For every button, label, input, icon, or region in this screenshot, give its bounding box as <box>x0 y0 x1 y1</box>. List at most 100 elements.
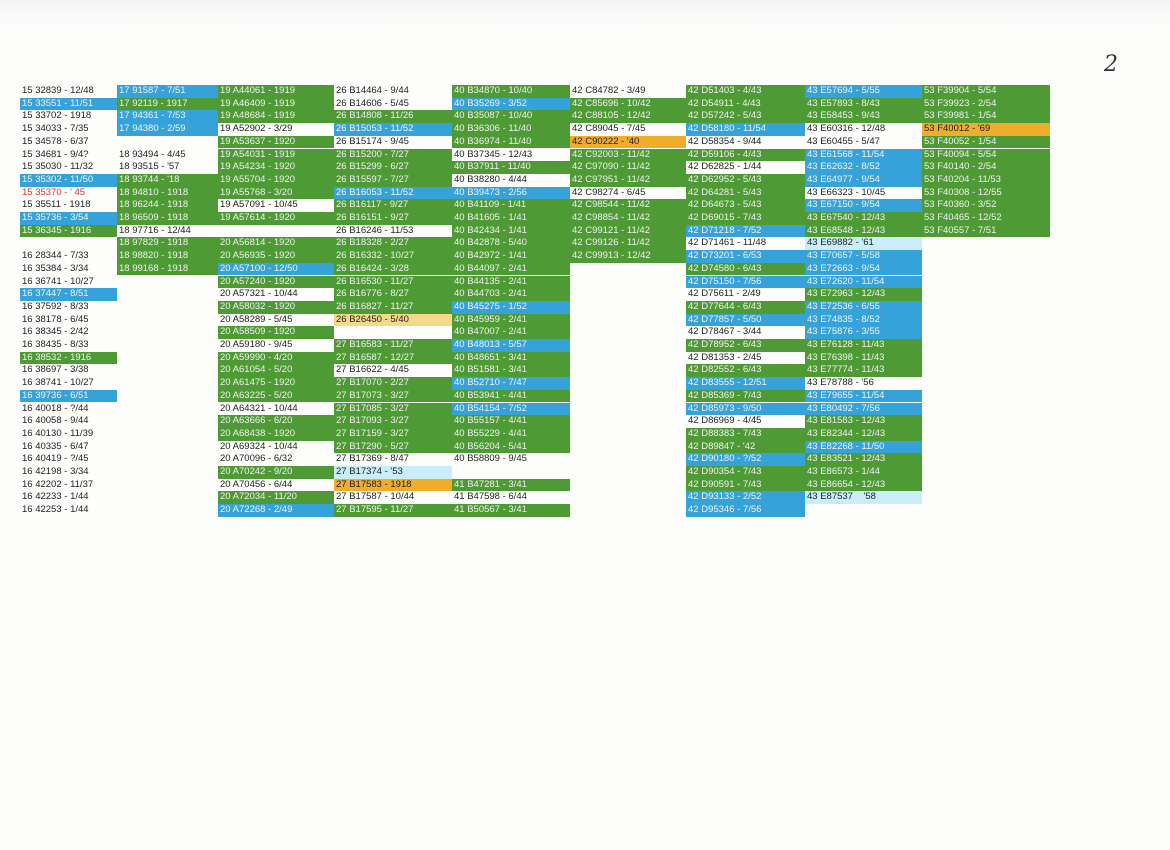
cell: 19 A48684 - 1919 <box>218 110 334 124</box>
cell: 20 A58289 - 5/45 <box>220 313 293 325</box>
cell: 42 D64281 - 5/43 <box>686 186 805 200</box>
cell: 53 F40094 - 5/54 <box>922 148 1050 162</box>
cell: 40 B42434 - 1/41 <box>452 224 570 238</box>
cell: 42 D77644 - 6/43 <box>686 300 805 314</box>
cell: 18 99168 - 1918 <box>117 262 218 276</box>
cell: 53 F40052 - 1/54 <box>922 135 1050 149</box>
cell: 42 C98854 - 11/42 <box>570 212 686 225</box>
cell: 15 35511 - 1918 <box>22 199 91 211</box>
cell: 42 D93133 - 2/52 <box>686 491 805 505</box>
cell: 16 38435 - 8/33 <box>22 339 89 350</box>
cell: 40 B36306 - 11/40 <box>452 123 570 136</box>
cell: 43 E81583 - 12/43 <box>805 415 922 428</box>
cell: 15 35302 - 11/50 <box>20 173 117 187</box>
cell: 20 A70242 - 9/20 <box>218 466 334 479</box>
cell: 53 F39923 - 2/54 <box>922 97 1050 111</box>
cell: 42 D59106 - 4/43 <box>686 148 805 162</box>
cell: 15 32839 - 12/48 <box>22 85 94 96</box>
cell: 27 B17070 - 2/27 <box>334 377 452 390</box>
cell: 27 B17290 - 5/27 <box>334 440 452 454</box>
cell: 20 A69324 - 10/44 <box>220 440 298 452</box>
cell: 20 A56814 - 1920 <box>218 237 334 251</box>
cell: 16 37447 - 8/51 <box>20 288 117 301</box>
cell: 43 E82268 - 11/50 <box>805 440 922 454</box>
cell: 42 D62952 - 5/43 <box>686 173 805 187</box>
cell: 40 B42972 - 1/41 <box>452 250 570 263</box>
cell: 20 A64321 - 10/44 <box>220 402 298 414</box>
cell: 18 96244 - 1918 <box>117 199 218 212</box>
cell: 15 36345 - 1916 <box>20 224 117 238</box>
cell: 20 A70096 - 6/32 <box>220 453 293 465</box>
cell: 42 D71218 - 7/52 <box>686 224 805 238</box>
cell: 40 B44703 - 2/41 <box>452 288 570 301</box>
cell: 42 D71461 - 11/48 <box>688 237 766 249</box>
cell: 27 B17093 - 3/27 <box>334 415 452 428</box>
cell: 42 D58354 - 9/44 <box>688 135 762 147</box>
cell: 16 37592 - 8/33 <box>22 300 89 312</box>
cell: 16 28344 - 7/33 <box>22 250 89 262</box>
cell: 42 C99913 - 12/42 <box>570 250 686 263</box>
cell: 16 38178 - 6/45 <box>22 313 89 325</box>
cell: 42 D69015 - 7/43 <box>686 212 805 225</box>
cell: 15 34578 - 6/37 <box>22 135 89 147</box>
cell: 40 B45959 - 2/41 <box>452 313 570 327</box>
cell: 26 B16053 - 11/52 <box>334 186 452 200</box>
cell: 26 B15174 - 9/45 <box>336 135 409 147</box>
cell: 18 93494 - 4/45 <box>119 148 186 160</box>
cell: 43 E64977 - 9/54 <box>805 173 922 187</box>
cell: 42 C85696 - 10/42 <box>570 97 686 111</box>
cell: 40 B37911 - 11/40 <box>452 161 570 174</box>
cell: 43 E76128 - 11/43 <box>805 339 922 352</box>
cell: 42 D58180 - 11/54 <box>686 123 805 136</box>
cell: 42 D74580 - 6/43 <box>686 262 805 276</box>
cell: 16 36741 - 10/27 <box>22 275 94 287</box>
cell: 19 A52902 - 3/29 <box>220 123 293 135</box>
cell: 27 B17159 - 3/27 <box>334 427 452 441</box>
cell: 40 B42878 - 5/40 <box>452 237 570 251</box>
cell: 16 39736 - 6/51 <box>20 389 117 403</box>
cell: 26 B15053 - 11/52 <box>334 123 452 136</box>
cell: 43 E62632 - 8/52 <box>805 161 922 174</box>
cell: 42 D81353 - 2/45 <box>688 351 762 363</box>
cell: 15 34681 - 9/4? <box>22 148 89 160</box>
cell: 17 94380 - 2/59 <box>117 123 218 136</box>
cell: 42 C97951 - 11/42 <box>570 173 686 187</box>
cell: 18 97829 - 1918 <box>117 237 218 251</box>
cell: 43 E77774 - 11/43 <box>805 364 922 378</box>
cell: 20 A63225 - 5/20 <box>218 389 334 403</box>
cell: 16 35384 - 3/34 <box>22 262 89 274</box>
cell: 53 F40140 - 2/54 <box>922 161 1050 174</box>
cell: 19 A57614 - 1920 <box>218 212 334 225</box>
cell: 53 F40360 - 3/52 <box>922 199 1050 212</box>
cell: 40 B36974 - 11/40 <box>452 135 570 149</box>
cell: 15 35370 - ' 45 <box>22 186 86 198</box>
cell: 19 A55704 - 1920 <box>218 173 334 187</box>
cell: 43 E82344 - 12/43 <box>805 427 922 441</box>
cell: 42 D75611 - 2/49 <box>688 288 761 300</box>
cell: 16 38532 - 1916 <box>20 351 117 365</box>
cell: 43 E87537 '58 <box>805 491 922 505</box>
cell: 17 92119 - 1917 <box>117 97 218 111</box>
cell: 20 A70456 - 6/44 <box>220 478 293 490</box>
cell: 53 F40204 - 11/53 <box>922 173 1050 187</box>
cell: 42 D85973 - 9/50 <box>686 402 805 416</box>
cell: 26 B16151 - 9/27 <box>334 212 452 225</box>
cell: 40 B35269 - 3/52 <box>452 97 570 111</box>
cell: 42 D73201 - 6/53 <box>686 250 805 263</box>
cell: 42 C98544 - 11/42 <box>570 199 686 212</box>
cell: 16 38345 - 2/42 <box>22 326 89 338</box>
cell: 26 B14808 - 11/26 <box>334 110 452 124</box>
cell: 19 A54031 - 1919 <box>218 148 334 162</box>
cell: 43 E67150 - 9/54 <box>805 199 922 212</box>
cell: 42 D90354 - 7/43 <box>686 466 805 479</box>
cell: 43 E70657 - 5/58 <box>805 250 922 263</box>
cell: 20 A57240 - 1920 <box>218 275 334 289</box>
cell: 42 C84782 - 3/49 <box>572 85 646 96</box>
cell: 42 D51403 - 4/43 <box>686 85 805 98</box>
cell: 20 A57100 - 12/50 <box>218 262 334 276</box>
cell: 42 D88383 - 7/43 <box>686 427 805 441</box>
cell: 20 A56935 - 1920 <box>218 250 334 263</box>
cell: 42 C88105 - 12/42 <box>570 110 686 124</box>
cell: 15 34033 - 7/35 <box>22 123 89 135</box>
